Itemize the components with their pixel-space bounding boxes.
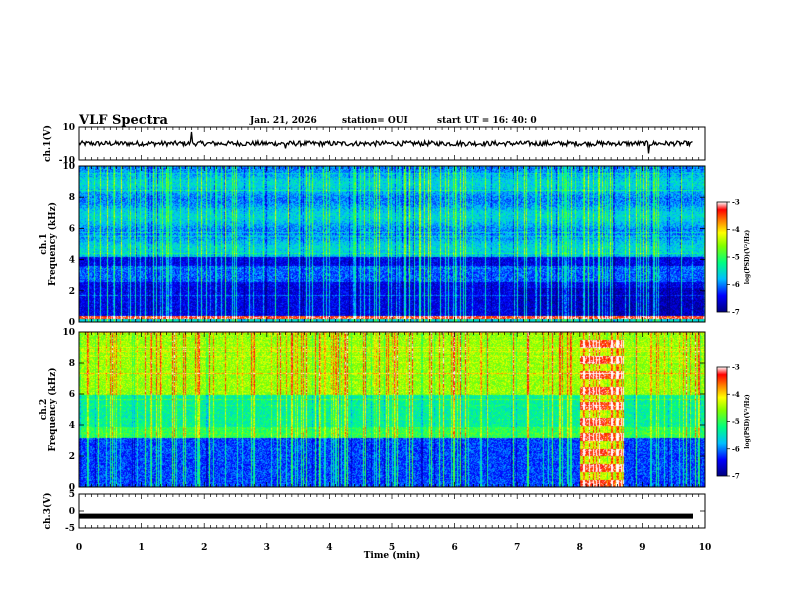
x-tick-label: 3 <box>264 543 270 553</box>
colorbar-tick-label: -3 <box>732 363 740 372</box>
colorbar-tick-label: -6 <box>732 444 740 453</box>
y-tick-label: 4 <box>69 421 75 431</box>
colorbar-tick-label: -6 <box>732 280 740 289</box>
ch1-spectrogram-ylabel: Frequency (kHz) <box>47 202 58 286</box>
ch3-trace <box>79 513 693 519</box>
colorbar-tick-label: -3 <box>732 198 740 207</box>
y-tick-label: 0 <box>69 318 75 328</box>
ch2-spectrogram-ylabel: ch.2 <box>39 399 49 420</box>
date-label: Jan. 21, 2026 <box>250 116 317 126</box>
y-tick-label: 6 <box>69 224 75 234</box>
colorbar-tick-label: -5 <box>732 253 740 262</box>
x-tick-label: 2 <box>201 543 207 553</box>
ch1-spectrogram-colorbar <box>716 201 728 313</box>
ch1-waveform-ylabel: ch.1(V) <box>42 125 53 162</box>
ch2-spectrogram-image <box>79 332 705 487</box>
colorbar-tick-label: -7 <box>732 308 740 317</box>
start-time-label: start UT = 16: 40: 0 <box>437 116 537 126</box>
y-tick-label: 6 <box>69 390 75 400</box>
x-tick-label: 4 <box>326 543 332 553</box>
y-tick-label: 4 <box>69 256 75 266</box>
y-tick-label: 5 <box>69 490 75 500</box>
ch1-spectrogram-ylabel: ch.1 <box>39 233 49 254</box>
x-tick-label: 5 <box>389 543 395 553</box>
y-tick-label: -10 <box>59 156 75 166</box>
ch2-spectrogram-ylabel: Frequency (kHz) <box>47 367 58 451</box>
colorbar-tick-label: -7 <box>732 472 740 481</box>
ch1-trace <box>78 131 693 154</box>
colorbar-tick-label: -4 <box>732 390 740 399</box>
x-tick-label: 6 <box>451 543 457 553</box>
ch2-spectrogram-colorbar <box>716 366 728 477</box>
x-tick-label: 8 <box>577 543 583 553</box>
colorbar-tick-label: -4 <box>732 225 740 234</box>
colorbar-tick-label: -5 <box>732 417 740 426</box>
y-tick-label: 10 <box>62 162 75 172</box>
x-axis-label: Time (min) <box>364 550 421 561</box>
y-tick-label: 10 <box>62 328 75 338</box>
x-tick-label: 10 <box>699 543 712 553</box>
y-tick-label: -5 <box>65 524 75 534</box>
station-label: station= OUI <box>342 116 408 126</box>
ch2-spectrogram-colorbar-title: log(PSD)(V²/Hz) <box>744 394 751 449</box>
y-tick-label: 2 <box>69 287 75 297</box>
y-tick-label: 8 <box>69 193 75 203</box>
x-tick-label: 9 <box>639 543 645 553</box>
ch1-spectrogram-image <box>79 166 705 322</box>
y-tick-label: 8 <box>69 359 75 369</box>
ch3-waveform-ylabel: ch.3(V) <box>42 493 53 530</box>
y-tick-label: 0 <box>69 507 75 517</box>
x-tick-label: 7 <box>514 543 520 553</box>
ch3-waveform-frame <box>78 493 706 529</box>
figure-title: VLF Spectra <box>79 113 168 128</box>
x-tick-label: 0 <box>76 543 82 553</box>
y-tick-label: 0 <box>69 483 75 493</box>
x-tick-label: 1 <box>138 543 144 553</box>
ch1-spectrogram-colorbar-title: log(PSD)(V²/Hz) <box>744 230 751 285</box>
y-tick-label: 2 <box>69 452 75 462</box>
y-tick-label: 10 <box>62 123 75 133</box>
